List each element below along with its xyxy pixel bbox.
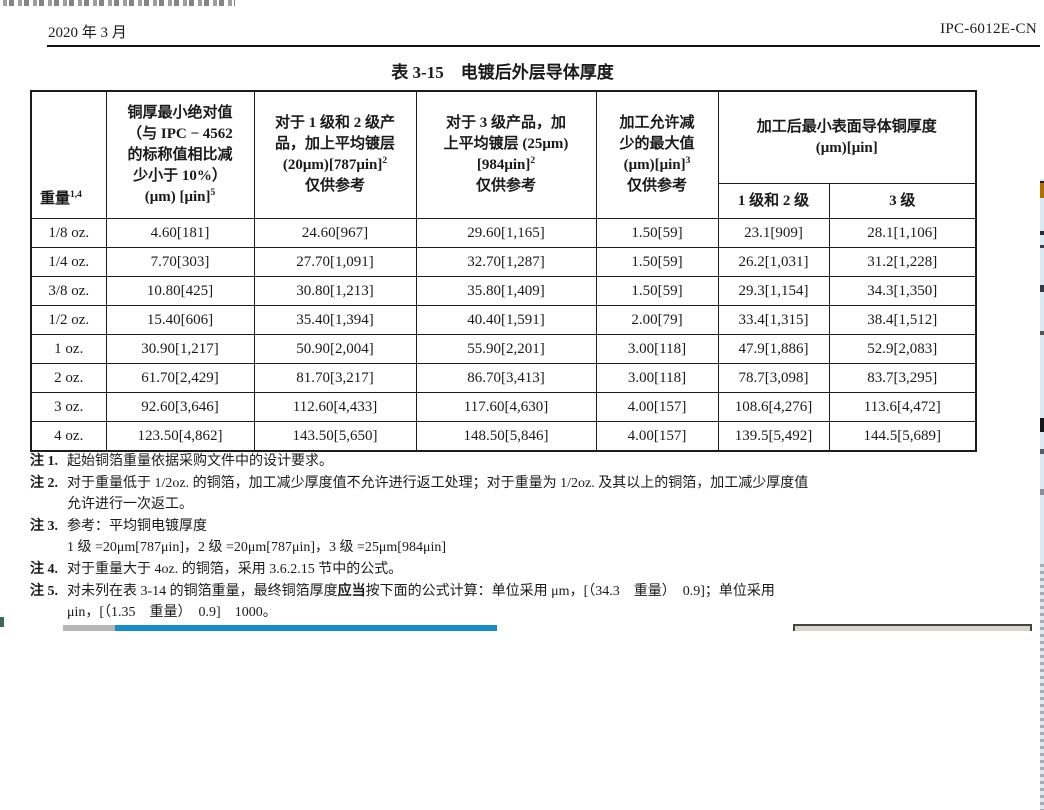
- cell-reduction: 2.00[79]: [595, 305, 719, 335]
- cell-reduction: 1.50[59]: [595, 247, 719, 277]
- note-5: 注 5. 对未列在表 3-14 的铜箔重量，最终铜箔厚度应当按下面的公式计算：单…: [30, 581, 1016, 624]
- col-header-final-class-1-2: 1 级和 2 级: [717, 183, 830, 219]
- cell-final12: 47.9[1,886]: [717, 334, 830, 364]
- edge-mark-orange: [1040, 181, 1044, 198]
- table-row: 1/4 oz. 7.70[303] 27.70[1,091] 32.70[1,287]…: [30, 247, 977, 277]
- table-row: 4 oz. 123.50[4,862] 143.50[5,650] 148.50[5,…: [30, 421, 977, 452]
- table-row: 3/8 oz. 10.80[425] 30.80[1,213] 35.80[1,409…: [30, 276, 977, 306]
- cell-final12: 29.3[1,154]: [717, 276, 830, 306]
- cell-final12: 33.4[1,315]: [717, 305, 830, 335]
- cell-class3: 148.50[5,846]: [415, 421, 597, 452]
- note-5-label: 注 5.: [30, 583, 58, 599]
- table-title: 表 3-15 电镀后外层导体厚度: [391, 63, 614, 82]
- table-row: 2 oz. 61.70[2,429] 81.70[3,217] 86.70[3,413…: [30, 363, 977, 393]
- note-1-label: 注 1.: [30, 454, 58, 469]
- cell-class3: 35.80[1,409]: [415, 276, 597, 306]
- cell-class3: 86.70[3,413]: [415, 363, 597, 393]
- col-header-weight: 重量1,4: [30, 90, 107, 219]
- cell-class12: 35.40[1,394]: [253, 305, 417, 335]
- cell-reduction: 4.00[157]: [595, 392, 719, 422]
- cell-min_abs: 15.40[606]: [105, 305, 255, 335]
- cell-final12: 139.5[5,492]: [717, 421, 830, 452]
- cell-reduction: 4.00[157]: [595, 421, 719, 452]
- header-divider-rule: [47, 45, 1040, 47]
- cell-final12: 23.1[909]: [717, 218, 830, 248]
- cell-class3: 40.40[1,591]: [415, 305, 597, 335]
- page-header-date: 2020 年 3 月: [48, 25, 127, 41]
- note-1: 注 1. 起始铜箔重量依据采购文件中的设计要求。: [30, 451, 1016, 473]
- cell-class12: 81.70[3,217]: [253, 363, 417, 393]
- cell-weight: 3 oz.: [30, 392, 107, 422]
- col-header-class-1-2: 对于 1 级和 2 级产 品，加上平均镀层 (20μm)[787μin]2 仅供…: [253, 90, 417, 219]
- cell-weight: 1/2 oz.: [30, 305, 107, 335]
- table-row: 1 oz. 30.90[1,217] 50.90[2,004] 55.90[2,201…: [30, 334, 977, 364]
- cell-class12: 112.60[4,433]: [253, 392, 417, 422]
- cell-final3: 83.7[3,295]: [828, 363, 977, 393]
- cell-reduction: 3.00[118]: [595, 363, 719, 393]
- cell-final12: 78.7[3,098]: [717, 363, 830, 393]
- cell-weight: 1 oz.: [30, 334, 107, 364]
- cell-min_abs: 10.80[425]: [105, 276, 255, 306]
- cell-min_abs: 61.70[2,429]: [105, 363, 255, 393]
- cell-weight: 1/4 oz.: [30, 247, 107, 277]
- cell-reduction: 1.50[59]: [595, 276, 719, 306]
- note-3-continuation: 1 级 =20μm[787μin]，2 级 =20μm[787μin]，3 级 …: [67, 540, 447, 556]
- cell-reduction: 3.00[118]: [595, 334, 719, 364]
- cutoff-previous-text-fragment: [3, 0, 235, 6]
- cell-final3: 113.6[4,472]: [828, 392, 977, 422]
- cell-weight: 1/8 oz.: [30, 218, 107, 248]
- cell-class3: 32.70[1,287]: [415, 247, 597, 277]
- col-header-process-reduction: 加工允许减 少的最大值 (μm)[μin]3 仅供参考: [595, 90, 719, 219]
- col-header-min-absolute: 铜厚最小绝对值 （与 IPC − 4562 的标称值相比减 少小于 10%） (…: [105, 90, 255, 219]
- col-header-class-3: 对于 3 级产品，加 上平均镀层 (25μm) [984μin]2 仅供参考: [415, 90, 597, 219]
- cell-class12: 27.70[1,091]: [253, 247, 417, 277]
- table-row: 1/2 oz. 15.40[606] 35.40[1,394] 40.40[1,591…: [30, 305, 977, 335]
- cell-class12: 143.50[5,650]: [253, 421, 417, 452]
- cell-class12: 50.90[2,004]: [253, 334, 417, 364]
- note-4-label: 注 4.: [30, 561, 58, 577]
- cell-final3: 34.3[1,350]: [828, 276, 977, 306]
- table-notes: 注 1. 起始铜箔重量依据采购文件中的设计要求。 注 2. 对于重量低于 1/2…: [30, 451, 1016, 624]
- cell-class3: 117.60[4,630]: [415, 392, 597, 422]
- col-header-weight-label: 重量: [40, 191, 71, 207]
- cell-final3: 144.5[5,689]: [828, 421, 977, 452]
- table-body: 1/8 oz. 4.60[181] 24.60[967] 29.60[1,165] 1.…: [30, 218, 977, 452]
- col-header-final-thickness-group: 加工后最小表面导体铜厚度 (μm)[μin]: [717, 90, 977, 184]
- cell-weight: 4 oz.: [30, 421, 107, 452]
- cell-class3: 55.90[2,201]: [415, 334, 597, 364]
- page-header-doc-number: IPC-6012E-CN: [940, 21, 1037, 37]
- cell-class12: 30.80[1,213]: [253, 276, 417, 306]
- cell-min_abs: 7.70[303]: [105, 247, 255, 277]
- cell-final3: 38.4[1,512]: [828, 305, 977, 335]
- page-corner-artifact: [0, 617, 4, 627]
- note-3: 注 3. 参考：平均铜电镀厚度: [30, 516, 1016, 538]
- cell-class3: 29.60[1,165]: [415, 218, 597, 248]
- cell-final3: 52.9[2,083]: [828, 334, 977, 364]
- cell-weight: 2 oz.: [30, 363, 107, 393]
- cell-final12: 108.6[4,276]: [717, 392, 830, 422]
- cell-final3: 31.2[1,228]: [828, 247, 977, 277]
- bottom-gray-bar-fragment: [63, 625, 115, 631]
- cell-weight: 3/8 oz.: [30, 276, 107, 306]
- cell-reduction: 1.50[59]: [595, 218, 719, 248]
- page-edge-strip: [1040, 179, 1044, 810]
- cell-min_abs: 92.60[3,646]: [105, 392, 255, 422]
- cell-min_abs: 30.90[1,217]: [105, 334, 255, 364]
- plated-conductor-thickness-table: 重量1,4 铜厚最小绝对值 （与 IPC − 4562 的标称值相比减 少小于 …: [30, 90, 978, 452]
- cell-min_abs: 4.60[181]: [105, 218, 255, 248]
- bottom-window-fragment: [793, 624, 1032, 631]
- table-row: 1/8 oz. 4.60[181] 24.60[967] 29.60[1,165] 1.…: [30, 218, 977, 248]
- bottom-blue-bar-fragment: [115, 625, 497, 631]
- note-2: 注 2. 对于重量低于 1/2oz. 的铜箔，加工减少厚度值不允许进行返工处理；…: [30, 473, 1016, 516]
- cell-final3: 28.1[1,106]: [828, 218, 977, 248]
- cell-min_abs: 123.50[4,862]: [105, 421, 255, 452]
- table-row: 3 oz. 92.60[3,646] 112.60[4,433] 117.60[4,6…: [30, 392, 977, 422]
- cell-class12: 24.60[967]: [253, 218, 417, 248]
- col-header-weight-sup: 1,4: [70, 190, 82, 200]
- note-4: 注 4. 对于重量大于 4oz. 的铜箔，采用 3.6.2.15 节中的公式。: [30, 559, 1016, 581]
- note-3-label: 注 3.: [30, 518, 58, 534]
- note-2-label: 注 2.: [30, 475, 58, 491]
- cell-final12: 26.2[1,031]: [717, 247, 830, 277]
- col-header-final-class-3: 3 级: [828, 183, 977, 219]
